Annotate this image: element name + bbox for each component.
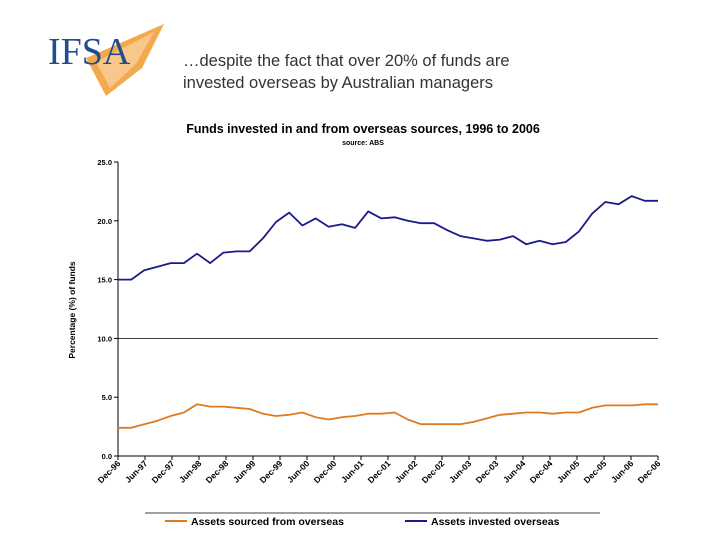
logo-orange-swoosh-inner bbox=[96, 32, 154, 88]
legend-label: Assets sourced from overseas bbox=[191, 516, 344, 528]
x-tick-label: Jun-05 bbox=[555, 458, 582, 485]
ifsa-logo: IFSA bbox=[48, 24, 164, 96]
y-tick-label: 0.0 bbox=[102, 452, 112, 461]
x-tick-label: Jun-98 bbox=[177, 458, 204, 485]
slide-title-line-2: invested overseas by Australian managers bbox=[183, 74, 494, 92]
x-tick-label: Dec-01 bbox=[366, 458, 393, 485]
legend-label: Assets invested overseas bbox=[431, 516, 560, 528]
series-line-sourced bbox=[118, 403, 658, 429]
x-tick-label: Jun-06 bbox=[609, 458, 636, 485]
legend: Assets sourced from overseas Assets inves… bbox=[145, 512, 600, 528]
x-tick-label: Jun-04 bbox=[501, 458, 528, 485]
logo-text: IFSA bbox=[48, 31, 131, 73]
x-tick-label: Jun-01 bbox=[339, 458, 366, 485]
logo-orange-swoosh bbox=[86, 24, 164, 96]
chart-title: Funds invested in and from overseas sour… bbox=[186, 122, 540, 136]
x-tick-label: Jun-97 bbox=[123, 458, 150, 485]
x-tick-label: Dec-05 bbox=[582, 458, 609, 485]
x-tick-label: Dec-04 bbox=[528, 458, 555, 485]
y-tick-label: 20.0 bbox=[97, 217, 112, 226]
series-line-invested bbox=[118, 195, 658, 281]
y-tick-label: 5.0 bbox=[102, 393, 112, 402]
x-tick-label: Dec-00 bbox=[312, 458, 339, 485]
x-tick-label: Dec-03 bbox=[474, 458, 501, 485]
plot-area: 0.0 5.0 10.0 15.0 20.0 25.0 Dec-96 Jun-97 Dec-97… bbox=[96, 158, 663, 485]
x-tick-label: Dec-96 bbox=[96, 458, 123, 485]
x-tick-label: Jun-03 bbox=[447, 458, 474, 485]
x-tick-label: Jun-99 bbox=[231, 458, 258, 485]
slide-title: …despite the fact that over 20% of funds… bbox=[183, 50, 703, 94]
x-tick-label: Jun-00 bbox=[285, 458, 312, 485]
x-tick-label: Dec-02 bbox=[420, 458, 447, 485]
y-tick-label: 10.0 bbox=[97, 334, 112, 343]
y-tick-label: 15.0 bbox=[97, 276, 112, 285]
x-tick-label: Dec-97 bbox=[150, 458, 177, 485]
x-tick-label: Dec-06 bbox=[636, 458, 663, 485]
slide-title-line-1: …despite the fact that over 20% of funds… bbox=[183, 52, 510, 70]
y-axis-label: Percentage (%) of funds bbox=[67, 261, 77, 359]
x-tick-label: Dec-98 bbox=[204, 458, 231, 485]
x-tick-label: Jun-02 bbox=[393, 458, 420, 485]
x-tick-label: Dec-99 bbox=[258, 458, 285, 485]
y-tick-label: 25.0 bbox=[97, 158, 112, 167]
chart-subtitle: source: ABS bbox=[342, 140, 384, 147]
